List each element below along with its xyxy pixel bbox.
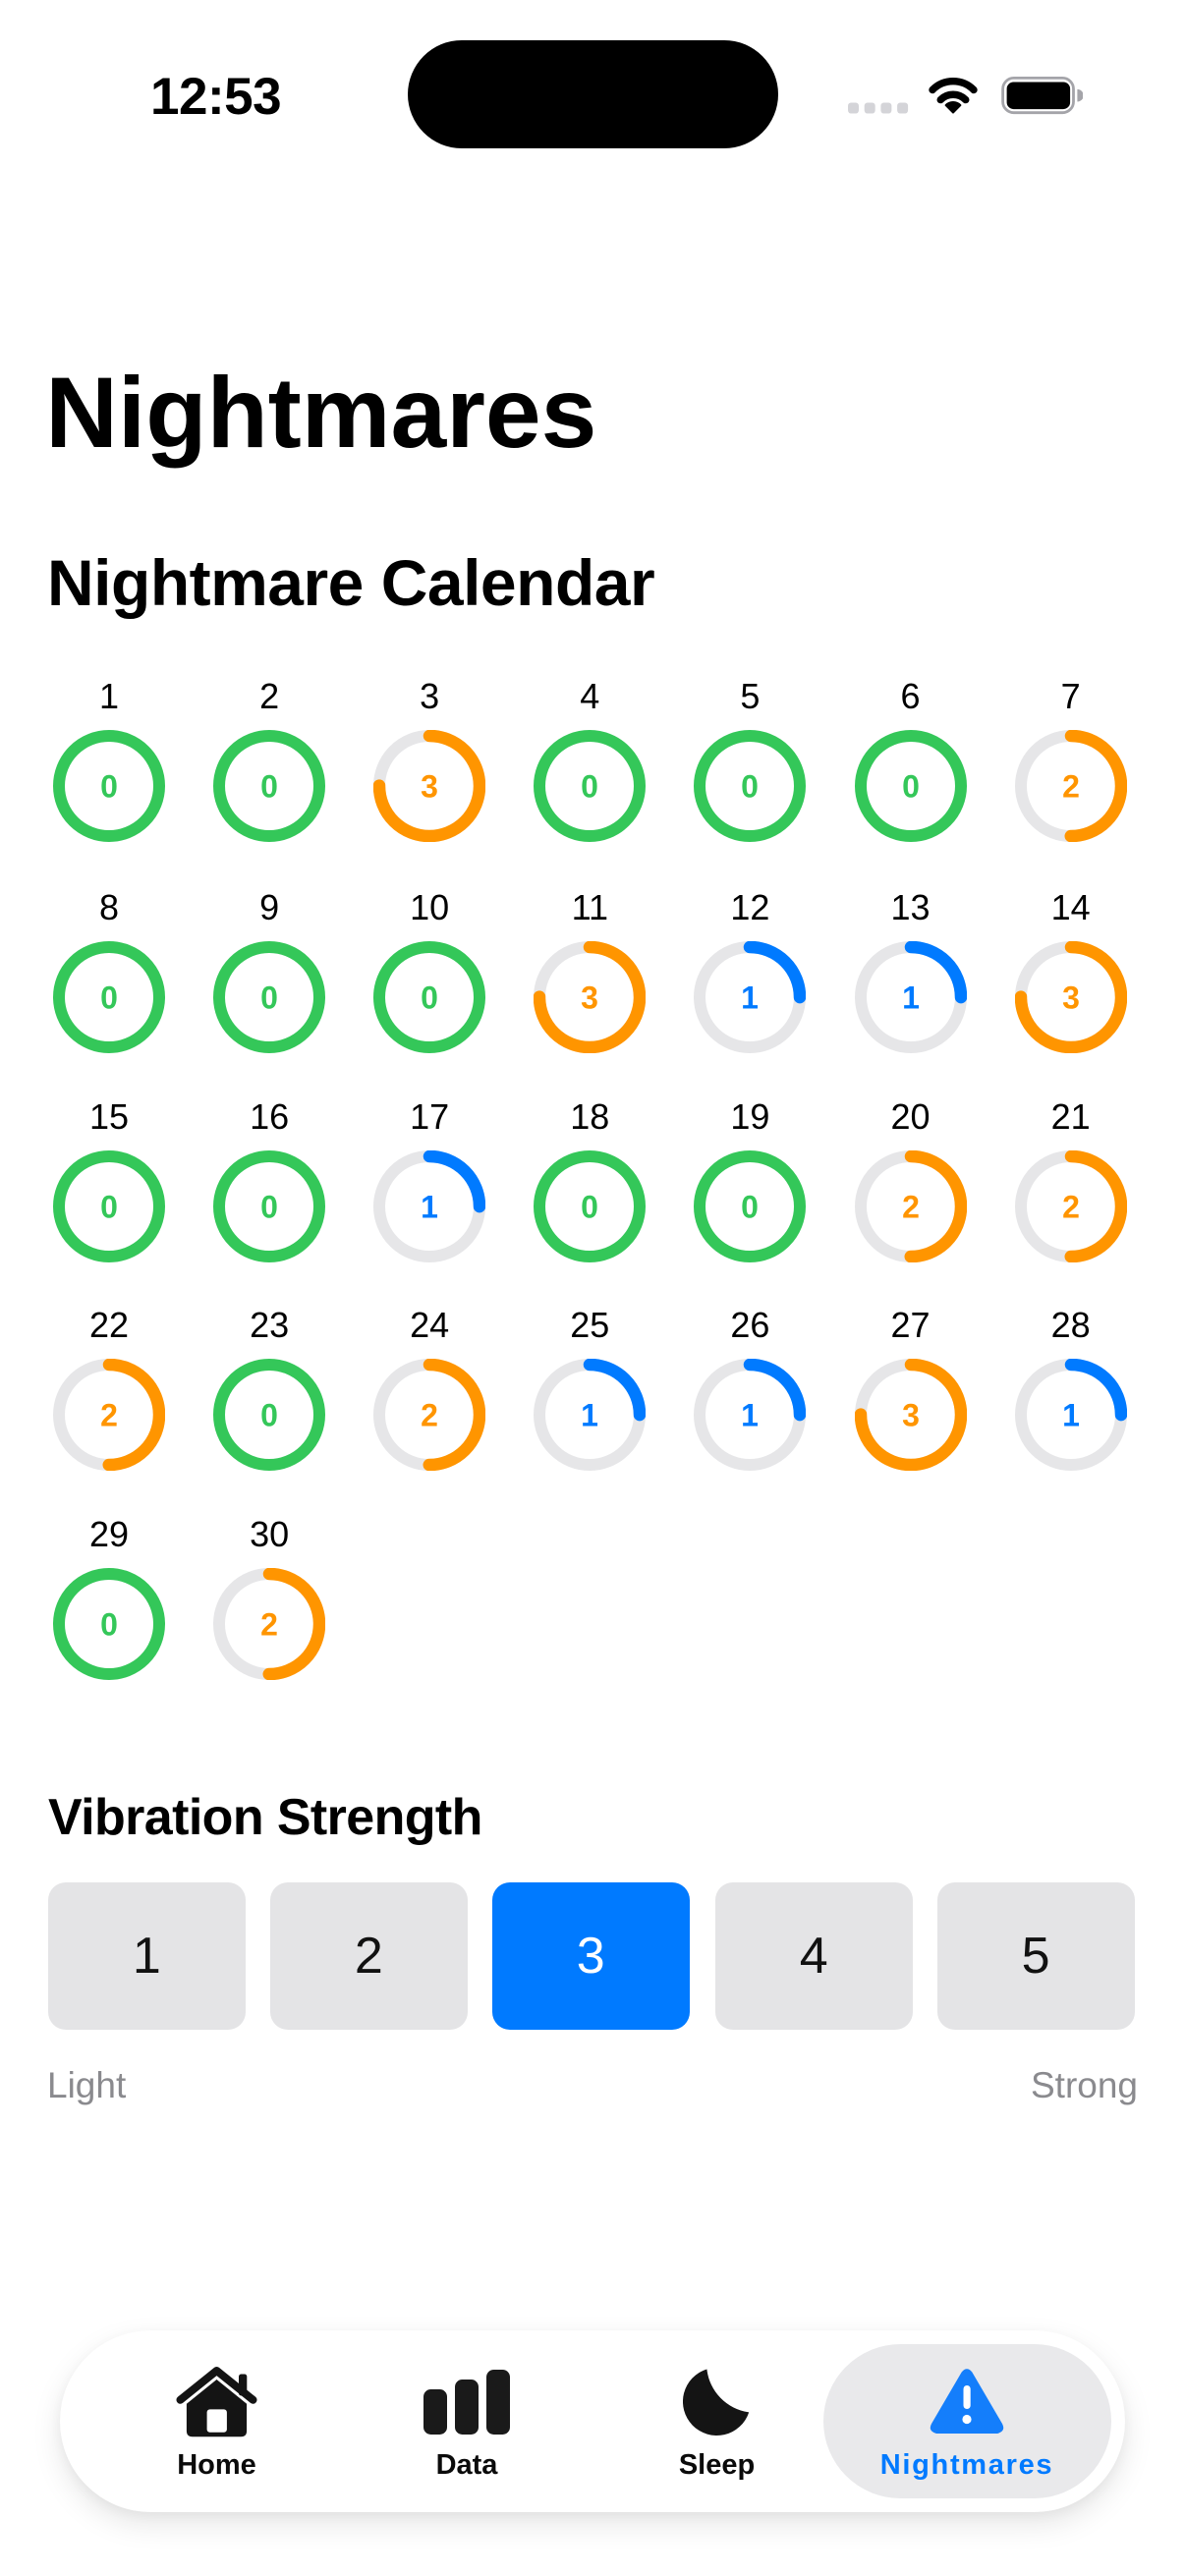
- svg-text:1: 1: [902, 980, 920, 1016]
- svg-text:1: 1: [1062, 1398, 1080, 1433]
- svg-text:2: 2: [1062, 1190, 1080, 1225]
- svg-text:0: 0: [100, 1607, 118, 1643]
- svg-text:0: 0: [741, 769, 759, 805]
- svg-text:0: 0: [581, 769, 598, 805]
- svg-text:1: 1: [581, 1398, 598, 1433]
- svg-text:0: 0: [100, 980, 118, 1016]
- svg-text:0: 0: [100, 769, 118, 805]
- svg-text:1: 1: [741, 1398, 759, 1433]
- svg-text:2: 2: [902, 1190, 920, 1225]
- svg-text:3: 3: [1062, 980, 1080, 1016]
- svg-text:2: 2: [1062, 769, 1080, 805]
- svg-text:0: 0: [260, 1398, 278, 1433]
- svg-text:0: 0: [902, 769, 920, 805]
- svg-text:0: 0: [260, 769, 278, 805]
- svg-text:2: 2: [100, 1398, 118, 1433]
- svg-text:0: 0: [260, 1190, 278, 1225]
- svg-text:0: 0: [100, 1190, 118, 1225]
- svg-text:1: 1: [421, 1190, 438, 1225]
- svg-text:3: 3: [902, 1398, 920, 1433]
- svg-text:0: 0: [741, 1190, 759, 1225]
- svg-text:2: 2: [421, 1398, 438, 1433]
- svg-text:1: 1: [741, 980, 759, 1016]
- svg-text:2: 2: [260, 1607, 278, 1643]
- svg-text:3: 3: [421, 769, 438, 805]
- svg-text:0: 0: [421, 980, 438, 1016]
- svg-text:0: 0: [260, 980, 278, 1016]
- svg-text:3: 3: [581, 980, 598, 1016]
- svg-text:0: 0: [581, 1190, 598, 1225]
